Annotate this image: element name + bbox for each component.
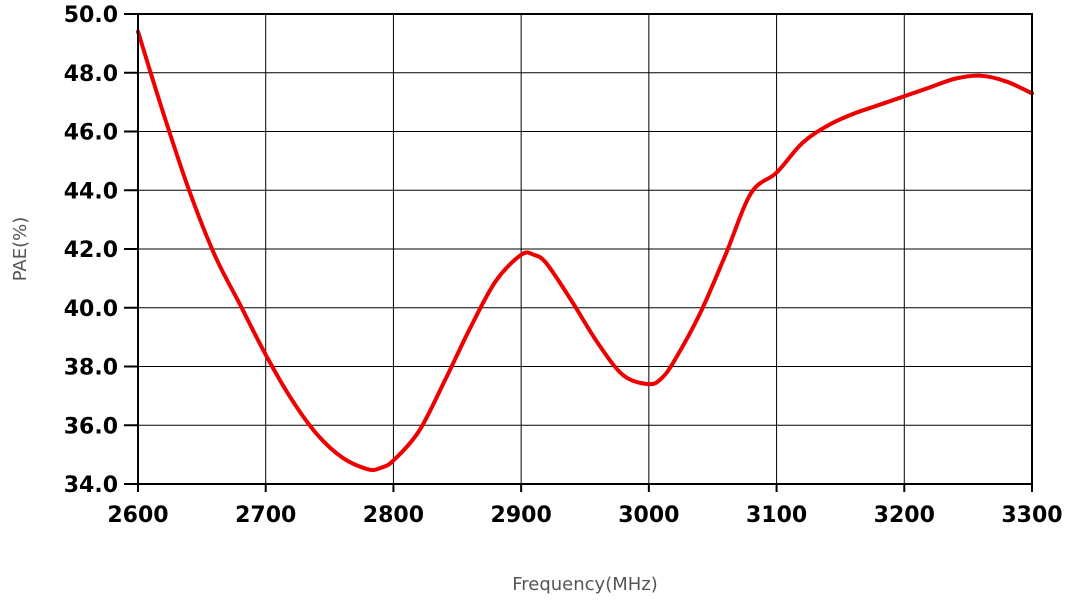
y-axis-title: PAE(%) (10, 217, 31, 282)
x-tick-label: 3300 (1001, 503, 1062, 528)
y-tick-label: 40.0 (64, 297, 118, 322)
x-tick-label: 3200 (874, 503, 935, 528)
y-tick-labels: 34.0 36.0 38.0 40.0 42.0 44.0 46.0 48.0 50.0 (64, 3, 118, 498)
x-tick-label: 3000 (618, 503, 679, 528)
y-tick-label: 38.0 (64, 356, 118, 381)
y-tick-label: 46.0 (64, 121, 118, 146)
x-tick-label: 2600 (107, 503, 168, 528)
x-tick-label: 2900 (491, 503, 552, 528)
x-tick-label: 2800 (363, 503, 424, 528)
series-layer (136, 29, 1034, 473)
y-tick-label: 36.0 (64, 414, 118, 439)
y-tick-label: 42.0 (64, 238, 118, 263)
y-tick-label: 44.0 (64, 179, 118, 204)
grid (138, 14, 1032, 484)
y-tick-label: 50.0 (64, 3, 118, 28)
y-tick-label: 34.0 (64, 473, 118, 498)
x-tick-label: 2700 (235, 503, 296, 528)
axis-ticks (124, 13, 1033, 492)
x-axis-title: Frequency(MHz) (512, 574, 658, 595)
y-tick-label: 48.0 (64, 62, 118, 87)
x-tick-label: 3100 (746, 503, 807, 528)
series-line (136, 29, 1034, 473)
plot-frame (137, 13, 1033, 485)
x-tick-labels: 2600 2700 2800 2900 3000 3100 3200 3300 (107, 503, 1062, 528)
